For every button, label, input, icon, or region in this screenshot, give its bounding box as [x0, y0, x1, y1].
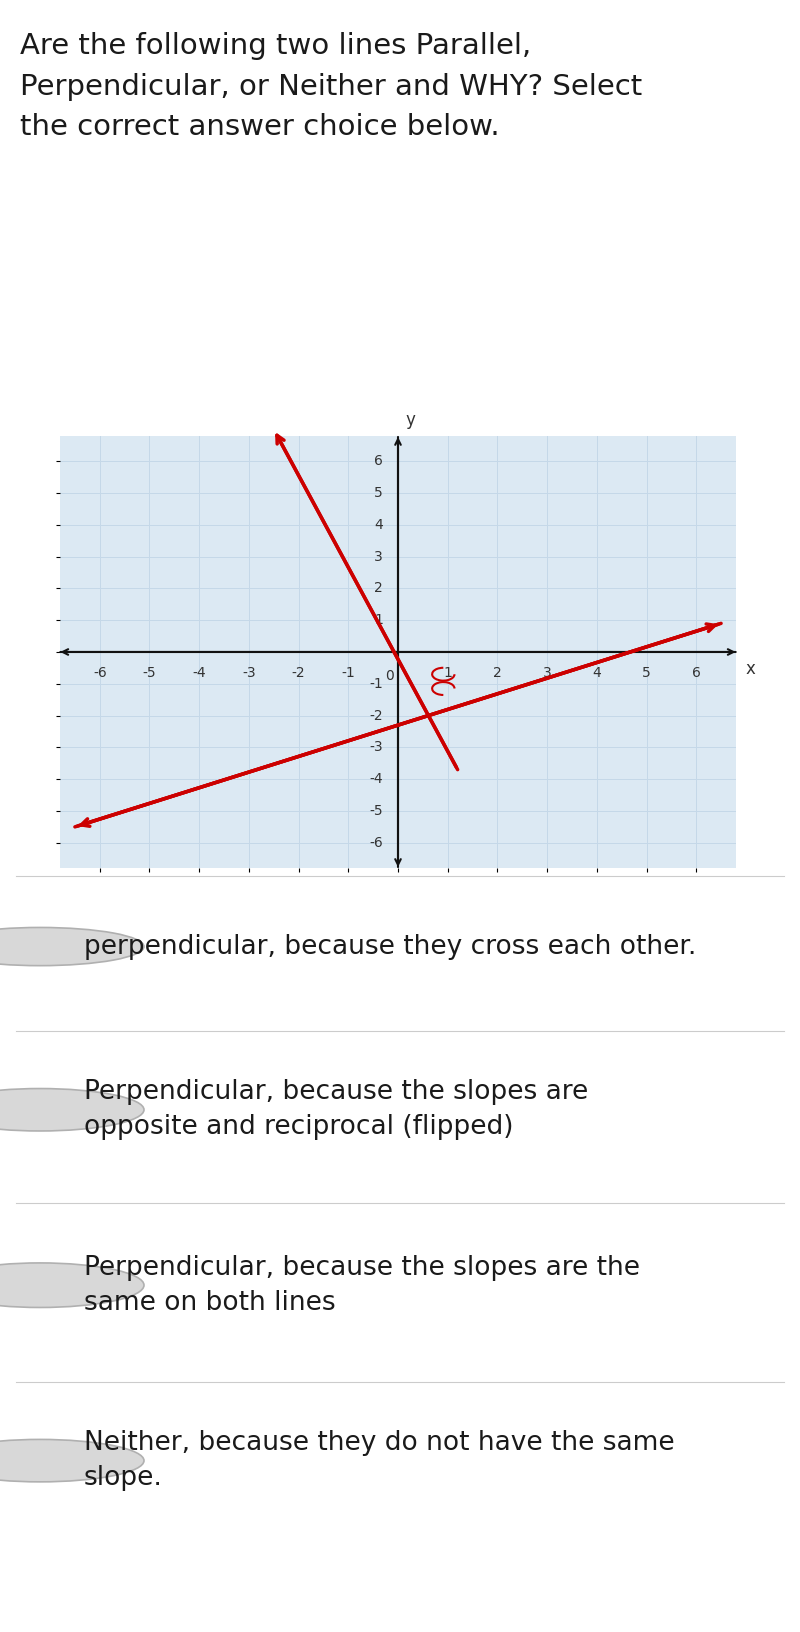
Text: -3: -3 — [242, 666, 256, 681]
Text: 4: 4 — [374, 517, 383, 532]
Text: -4: -4 — [370, 772, 383, 787]
Circle shape — [0, 1439, 144, 1482]
Text: 6: 6 — [374, 454, 383, 468]
Text: -4: -4 — [192, 666, 206, 681]
Text: -2: -2 — [370, 708, 383, 723]
Text: -5: -5 — [142, 666, 156, 681]
Text: -1: -1 — [370, 677, 383, 690]
Text: Perpendicular, because the slopes are
opposite and reciprocal (flipped): Perpendicular, because the slopes are op… — [84, 1079, 588, 1141]
Circle shape — [0, 927, 144, 966]
Text: Are the following two lines Parallel,
Perpendicular, or Neither and WHY? Select
: Are the following two lines Parallel, Pe… — [20, 33, 642, 140]
Text: 1: 1 — [374, 614, 383, 627]
Text: x: x — [746, 661, 756, 679]
Text: -5: -5 — [370, 805, 383, 818]
Text: -1: -1 — [342, 666, 355, 681]
Text: 1: 1 — [443, 666, 452, 681]
Text: -3: -3 — [370, 741, 383, 754]
Text: -6: -6 — [370, 836, 383, 850]
Text: perpendicular, because they cross each other.: perpendicular, because they cross each o… — [84, 934, 696, 960]
Text: 5: 5 — [642, 666, 651, 681]
Text: Perpendicular, because the slopes are the
same on both lines: Perpendicular, because the slopes are th… — [84, 1255, 640, 1315]
Text: 2: 2 — [493, 666, 502, 681]
Text: 3: 3 — [374, 550, 383, 563]
Text: Neither, because they do not have the same
slope.: Neither, because they do not have the sa… — [84, 1430, 674, 1492]
Text: 6: 6 — [692, 666, 701, 681]
Text: 2: 2 — [374, 581, 383, 596]
Circle shape — [0, 1263, 144, 1307]
Text: 5: 5 — [374, 486, 383, 499]
Text: -6: -6 — [93, 666, 106, 681]
Text: y: y — [406, 411, 415, 429]
Text: -2: -2 — [292, 666, 306, 681]
Circle shape — [0, 1089, 144, 1131]
Text: 0: 0 — [385, 669, 394, 684]
Text: 3: 3 — [542, 666, 551, 681]
Text: 4: 4 — [593, 666, 601, 681]
